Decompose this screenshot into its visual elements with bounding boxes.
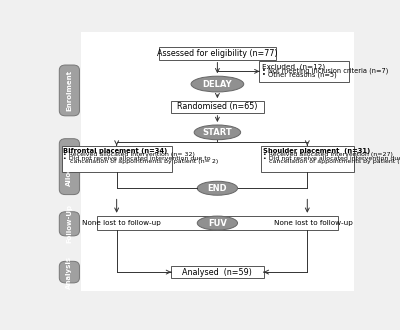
FancyBboxPatch shape — [59, 65, 80, 116]
Text: DELAY: DELAY — [202, 80, 232, 88]
Text: cancellation of appointments by patient (n=4): cancellation of appointments by patient … — [265, 159, 400, 164]
Text: END: END — [208, 184, 227, 193]
Text: • Not meeting inclusion criteria (n=7): • Not meeting inclusion criteria (n=7) — [262, 68, 388, 74]
FancyBboxPatch shape — [261, 146, 354, 172]
FancyBboxPatch shape — [62, 146, 172, 172]
Text: Allocation: Allocation — [66, 147, 72, 186]
Text: Excluded  (n=12): Excluded (n=12) — [262, 63, 325, 70]
Text: cancellation of appointments by patient (n= 2): cancellation of appointments by patient … — [66, 159, 218, 164]
FancyBboxPatch shape — [158, 48, 276, 60]
Text: • Received allocated intervention (n= 32): • Received allocated intervention (n= 32… — [64, 152, 195, 157]
Text: • Did not receive allocated intervention due to: • Did not receive allocated intervention… — [64, 156, 211, 161]
Text: • Did not receive allocated intervention due to: • Did not receive allocated intervention… — [263, 156, 400, 161]
FancyBboxPatch shape — [59, 261, 80, 283]
Text: Enrolment: Enrolment — [66, 70, 72, 111]
FancyBboxPatch shape — [59, 212, 80, 236]
Ellipse shape — [197, 181, 238, 195]
FancyBboxPatch shape — [59, 139, 80, 195]
Text: None lost to follow-up: None lost to follow-up — [82, 220, 161, 226]
FancyBboxPatch shape — [171, 266, 264, 278]
FancyBboxPatch shape — [171, 101, 264, 113]
Text: Bifrontal placement (n=34): Bifrontal placement (n=34) — [64, 148, 168, 154]
Ellipse shape — [197, 216, 238, 230]
Ellipse shape — [191, 76, 244, 92]
Text: • Received allocated intervention (n=27): • Received allocated intervention (n=27) — [263, 152, 392, 157]
Text: None lost to follow-up: None lost to follow-up — [274, 220, 353, 226]
Text: Analysed  (n=59): Analysed (n=59) — [182, 268, 252, 277]
Text: Follow-Up: Follow-Up — [66, 204, 72, 244]
Text: Analysis: Analysis — [66, 255, 72, 289]
Text: • Other reasons (n=5): • Other reasons (n=5) — [262, 72, 336, 78]
Text: START: START — [202, 128, 232, 137]
Ellipse shape — [194, 125, 241, 140]
Text: Shoulder placement  (n=31): Shoulder placement (n=31) — [263, 148, 370, 154]
FancyBboxPatch shape — [259, 61, 349, 82]
Text: FUV: FUV — [208, 218, 227, 228]
FancyBboxPatch shape — [96, 216, 338, 230]
FancyBboxPatch shape — [81, 32, 354, 291]
Text: Assessed for eligibility (n=77): Assessed for eligibility (n=77) — [157, 49, 278, 58]
Text: Randomised (n=65): Randomised (n=65) — [177, 102, 258, 112]
